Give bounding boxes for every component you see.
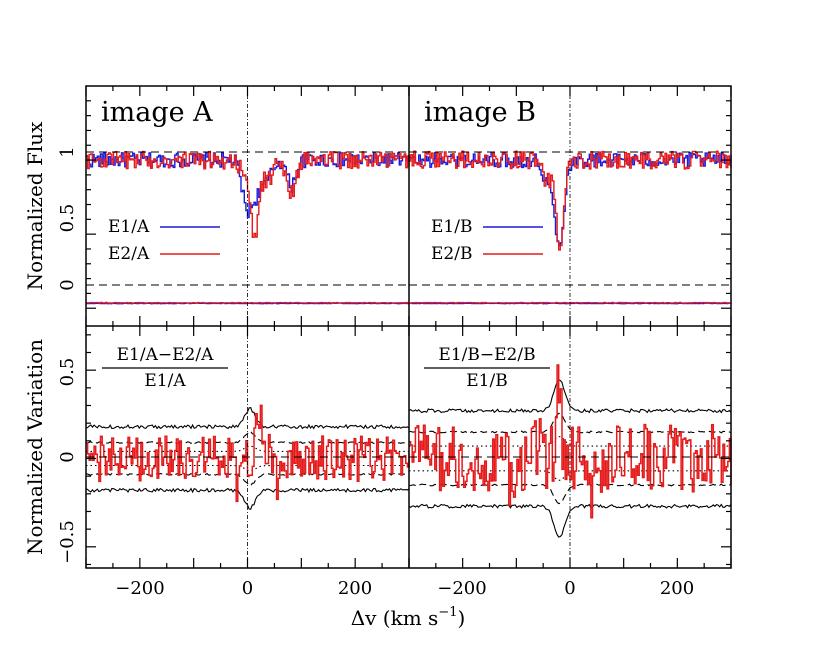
panel-b-legend-e2: E2/B <box>431 244 472 264</box>
top-ytick-label-1: 0.5 <box>57 204 78 233</box>
panel-a-envelope-outer-upper <box>85 406 410 430</box>
panel-a-e2-error <box>86 301 410 304</box>
panel-a-variation: E1/A−E2/A E1/A <box>85 326 410 568</box>
bottom-ytick-label-2: 0.5 <box>57 358 78 387</box>
panel-b-e2-error <box>409 301 732 304</box>
x-tick-labels: −200 0 200 −200 0 200 <box>115 578 694 599</box>
xtick-a-1: 0 <box>242 578 253 599</box>
bottom-ytick-label-1: 0 <box>57 451 78 462</box>
panel-b-title: image B <box>424 97 536 128</box>
top-y-axis-title: Normalized Flux <box>23 121 47 290</box>
panel-a-envelope-mid-upper <box>85 430 410 445</box>
axis-ticks <box>85 86 732 568</box>
panel-a-flux: image A E1/A E2/A <box>86 86 410 326</box>
top-ytick-label-2: 1 <box>57 146 78 157</box>
panel-b-legend-e1: E1/B <box>431 217 472 237</box>
panel-b-flux: image B E1/B E2/B <box>409 86 732 326</box>
panel-a-fraction-numerator: E1/A−E2/A <box>117 345 214 365</box>
xtick-b-0: −200 <box>437 578 486 599</box>
panel-a-title: image A <box>101 97 213 128</box>
top-ytick-label-0: 0 <box>57 279 78 290</box>
panel-b-variation: E1/B−E2/B E1/B <box>408 326 732 568</box>
panel-b-envelope-mid-upper <box>408 412 732 434</box>
bottom-y-axis-title: Normalized Variation <box>23 339 47 555</box>
panel-b-envelope-mid-lower <box>408 483 732 505</box>
xtick-a-0: −200 <box>115 578 164 599</box>
panel-b-fraction-denominator: E1/B <box>466 371 507 391</box>
panel-a-legend-e2: E2/A <box>108 244 150 264</box>
bottom-ytick-label-0: −0.5 <box>57 520 78 564</box>
panel-b-envelope-outer-upper <box>408 379 732 414</box>
x-axis-title: Δv (km s−1) <box>351 605 466 630</box>
xtick-b-2: 200 <box>660 578 694 599</box>
panel-a-envelope-outer-lower <box>85 487 410 510</box>
top-y-tick-labels: 0 0.5 1 <box>57 146 78 290</box>
xtick-b-1: 0 <box>564 578 575 599</box>
bottom-y-tick-labels: −0.5 0 0.5 <box>57 358 78 564</box>
panel-b-fraction-numerator: E1/B−E2/B <box>438 345 535 365</box>
panel-b-e2-spectrum <box>409 150 732 251</box>
panel-b-envelope-outer-lower <box>408 503 732 538</box>
xtick-a-2: 200 <box>338 578 372 599</box>
panel-a-fraction-denominator: E1/A <box>144 371 186 391</box>
panel-a-legend-e1: E1/A <box>108 217 150 237</box>
